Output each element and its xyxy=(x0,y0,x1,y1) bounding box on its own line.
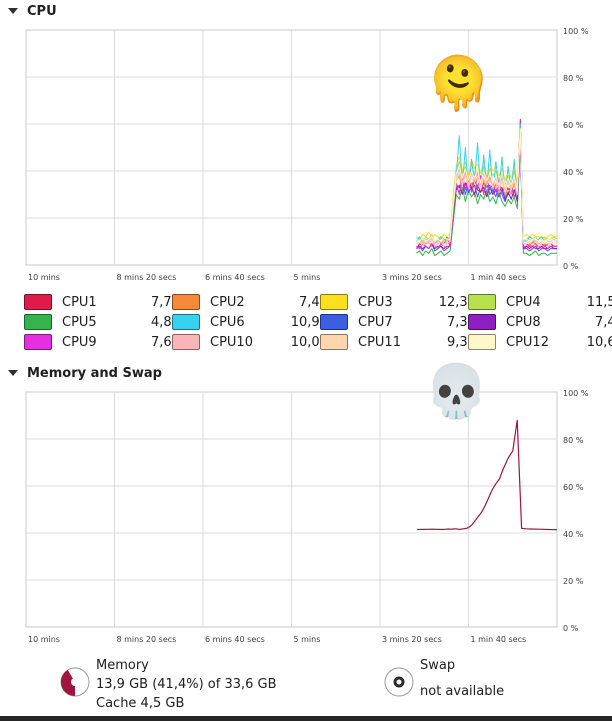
cpu-y-tick-label: 40 % xyxy=(563,168,584,177)
legend-cpu-name: CPU10 xyxy=(210,334,253,350)
legend-cpu-name: CPU8 xyxy=(506,314,541,330)
swap-label: Swap xyxy=(420,658,456,673)
legend-item-cpu10[interactable]: CPU10 10,0% xyxy=(172,333,332,351)
legend-color-swatch[interactable] xyxy=(24,314,52,330)
memory-y-tick-label: 80 % xyxy=(563,436,584,445)
cpu-series-cpu6 xyxy=(416,123,558,245)
cpu-section-header[interactable]: CPU xyxy=(0,0,57,22)
skull-emoji: 💀 xyxy=(424,362,489,422)
cpu-x-tick-label: 5 mins xyxy=(294,273,321,282)
cpu-y-tick-label: 80 % xyxy=(563,74,584,83)
legend-color-swatch[interactable] xyxy=(320,334,348,350)
melting-face-emoji: 🫠 xyxy=(426,54,491,114)
cpu-y-tick-label: 60 % xyxy=(563,121,584,130)
memory-cache: Cache 4,5 GB xyxy=(96,696,185,711)
cpu-y-tick-label: 100 % xyxy=(563,27,589,36)
legend-color-swatch[interactable] xyxy=(24,334,52,350)
legend-item-cpu12[interactable]: CPU12 10,6% xyxy=(468,333,612,351)
legend-cpu-name: CPU2 xyxy=(210,294,245,310)
cpu-x-tick-label: 8 mins 20 secs xyxy=(117,273,177,282)
memory-section-header[interactable]: Memory and Swap xyxy=(0,362,162,384)
memory-x-tick-label: 10 mins xyxy=(28,635,60,644)
swap-pie-icon xyxy=(384,667,414,697)
memory-pie-icon xyxy=(60,667,90,697)
cpu-chart: 100 % 80 % 60 % 40 % 20 % 0 % 10 mins 8 mins 20… xyxy=(25,27,589,282)
legend-cpu-name: CPU4 xyxy=(506,294,541,310)
memory-x-tick-label: 5 mins xyxy=(294,635,321,644)
memory-usage: 13,9 GB (41,4%) of 33,6 GB xyxy=(96,677,277,692)
memory-chart: 100 % 80 % 60 % 40 % 20 % 0 % 10 mins 8 mins 20… xyxy=(25,389,589,644)
cpu-x-tick-label: 1 min 40 secs xyxy=(471,273,527,282)
memory-section-title: Memory and Swap xyxy=(27,365,162,381)
legend-cpu-name: CPU1 xyxy=(62,294,97,310)
legend-color-swatch[interactable] xyxy=(172,334,200,350)
legend-item-cpu1[interactable]: CPU1 7,7% xyxy=(24,293,184,311)
cpu-series-cpu12 xyxy=(416,128,558,242)
cpu-section-title: CPU xyxy=(27,3,57,19)
legend-item-cpu4[interactable]: CPU4 11,5% xyxy=(468,293,612,311)
legend-item-cpu11[interactable]: CPU11 9,3% xyxy=(320,333,480,351)
legend-cpu-name: CPU7 xyxy=(358,314,393,330)
collapse-triangle-icon[interactable] xyxy=(8,8,18,14)
memory-x-tick-label: 1 min 40 secs xyxy=(471,635,527,644)
memory-label: Memory xyxy=(96,658,149,673)
legend-cpu-name: CPU9 xyxy=(62,334,97,350)
legend-cpu-name: CPU12 xyxy=(506,334,549,350)
memory-x-tick-label: 3 mins 20 secs xyxy=(382,635,442,644)
cpu-x-tick-label: 6 mins 40 secs xyxy=(205,273,265,282)
legend-color-swatch[interactable] xyxy=(320,294,348,310)
memory-y-tick-label: 20 % xyxy=(563,577,584,586)
legend-item-cpu3[interactable]: CPU3 12,3% xyxy=(320,293,480,311)
legend-color-swatch[interactable] xyxy=(468,334,496,350)
legend-item-cpu8[interactable]: CPU8 7,4% xyxy=(468,313,612,331)
memory-pie-slice xyxy=(60,669,75,696)
legend-color-swatch[interactable] xyxy=(172,314,200,330)
legend-item-cpu6[interactable]: CPU6 10,9% xyxy=(172,313,332,331)
cpu-x-tick-label: 10 mins xyxy=(28,273,60,282)
memory-series-line xyxy=(417,419,558,531)
legend-cpu-value: 11,5% xyxy=(586,294,612,310)
legend-color-swatch[interactable] xyxy=(320,314,348,330)
memory-x-tick-label: 6 mins 40 secs xyxy=(205,635,265,644)
swap-info: Swap not available xyxy=(420,656,504,701)
legend-color-swatch[interactable] xyxy=(24,294,52,310)
legend-item-cpu2[interactable]: CPU2 7,4% xyxy=(172,293,332,311)
cpu-legend: CPU17,7%CPU27,4%CPU312,3%CPU411,5%CPU54,… xyxy=(24,293,612,355)
cpu-y-tick-label: 0 % xyxy=(563,262,579,271)
memory-y-tick-label: 40 % xyxy=(563,530,584,539)
legend-item-cpu7[interactable]: CPU7 7,3% xyxy=(320,313,480,331)
cpu-series-cpu9 xyxy=(416,137,557,250)
memory-y-tick-label: 60 % xyxy=(563,483,584,492)
cpu-series-cpu5 xyxy=(416,147,557,257)
legend-cpu-name: CPU6 xyxy=(210,314,245,330)
legend-cpu-name: CPU11 xyxy=(358,334,401,350)
legend-cpu-name: CPU3 xyxy=(358,294,393,310)
swap-status: not available xyxy=(420,684,505,699)
bottom-border xyxy=(0,716,612,721)
legend-color-swatch[interactable] xyxy=(172,294,200,310)
legend-item-cpu9[interactable]: CPU9 7,6% xyxy=(24,333,184,351)
memory-y-tick-label: 100 % xyxy=(563,389,589,398)
memory-info: Memory 13,9 GB (41,4%) of 33,6 GB Cache … xyxy=(96,656,277,713)
memory-y-tick-label: 0 % xyxy=(563,624,579,633)
cpu-series-cpu10 xyxy=(416,130,558,245)
cpu-x-tick-label: 3 mins 20 secs xyxy=(382,273,442,282)
legend-item-cpu5[interactable]: CPU5 4,8% xyxy=(24,313,184,331)
cpu-series-cpu11 xyxy=(416,132,558,247)
cpu-y-tick-label: 20 % xyxy=(563,215,584,224)
legend-cpu-name: CPU5 xyxy=(62,314,97,330)
memory-x-tick-label: 8 mins 20 secs xyxy=(117,635,177,644)
legend-cpu-value: 7,4% xyxy=(594,314,612,330)
legend-color-swatch[interactable] xyxy=(468,294,496,310)
collapse-triangle-icon[interactable] xyxy=(8,370,18,376)
legend-cpu-value: 10,6% xyxy=(586,334,612,350)
legend-color-swatch[interactable] xyxy=(468,314,496,330)
